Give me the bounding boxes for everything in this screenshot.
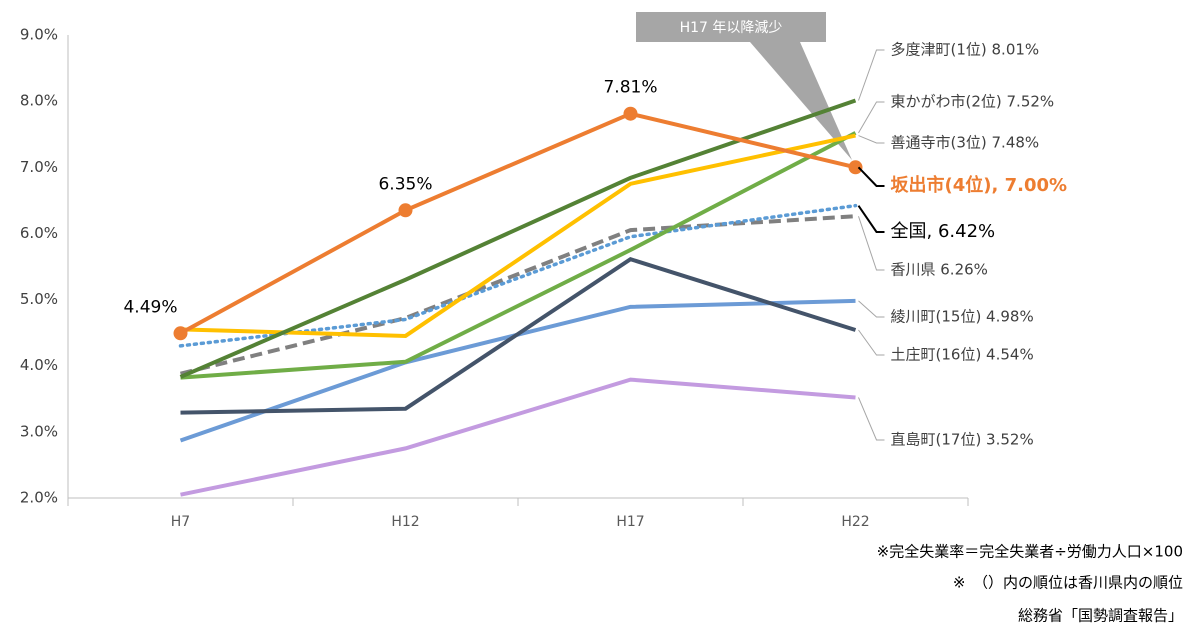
x-tick-label: H17: [616, 514, 644, 530]
y-tick-label: 2.0%: [20, 489, 58, 507]
callout-pointer: [750, 42, 852, 160]
callout-text: H17 年以降減少: [680, 19, 783, 36]
x-tick-label: H7: [171, 514, 190, 530]
y-tick-label: 8.0%: [20, 92, 58, 110]
series-label: 多度津町(1位) 8.01%: [891, 41, 1040, 59]
marker: [623, 106, 638, 121]
series-label: 土庄町(16位) 4.54%: [891, 346, 1034, 364]
series-label: 坂出市(4位), 7.00%: [891, 174, 1068, 196]
leader-line: [858, 216, 885, 271]
x-tick-label: H12: [391, 514, 419, 530]
y-tick-label: 7.0%: [20, 158, 58, 176]
series-line: [180, 131, 857, 380]
callout-box: [636, 12, 826, 42]
series-label: 香川県 6.26%: [891, 261, 988, 279]
series-line: [180, 133, 856, 338]
series-label: 直島町(17位) 3.52%: [891, 431, 1034, 449]
series-line: [180, 377, 856, 497]
series-label: 善通寺市(3位) 7.48%: [891, 134, 1040, 152]
series-line: [180, 214, 856, 376]
marker: [848, 160, 863, 175]
series-label: 東かがわ市(2位) 7.52%: [891, 93, 1055, 111]
data-label: 4.49%: [123, 297, 177, 317]
note: 総務省「国勢調査報告」: [1018, 607, 1183, 625]
series-label: 綾川町(15位) 4.98%: [891, 308, 1034, 326]
leader-line: [857, 166, 885, 187]
y-tick-label: 6.0%: [20, 224, 58, 242]
data-label: 6.35%: [378, 174, 432, 194]
leader-line: [858, 135, 885, 144]
marker: [173, 326, 188, 341]
data-label: 7.81%: [603, 78, 657, 98]
leader-line: [858, 329, 885, 356]
leader-line: [858, 300, 885, 318]
y-tick-label: 3.0%: [20, 422, 58, 440]
series-line: [179, 111, 856, 336]
leader-line: [858, 49, 885, 101]
x-tick-label: H22: [841, 514, 869, 530]
marker: [398, 203, 413, 218]
leader-line: [858, 397, 885, 441]
note: ※ （）内の順位は香川県内の順位: [953, 574, 1183, 592]
series-label: 全国, 6.42%: [891, 221, 996, 242]
series-line: [180, 257, 857, 415]
leader-line: [857, 205, 885, 233]
y-tick-label: 4.0%: [20, 356, 58, 374]
note: ※完全失業率＝完全失業者÷労働力人口×100: [877, 543, 1183, 561]
y-tick-label: 9.0%: [20, 26, 58, 44]
leader-line: [858, 101, 885, 134]
y-tick-label: 5.0%: [20, 290, 58, 308]
